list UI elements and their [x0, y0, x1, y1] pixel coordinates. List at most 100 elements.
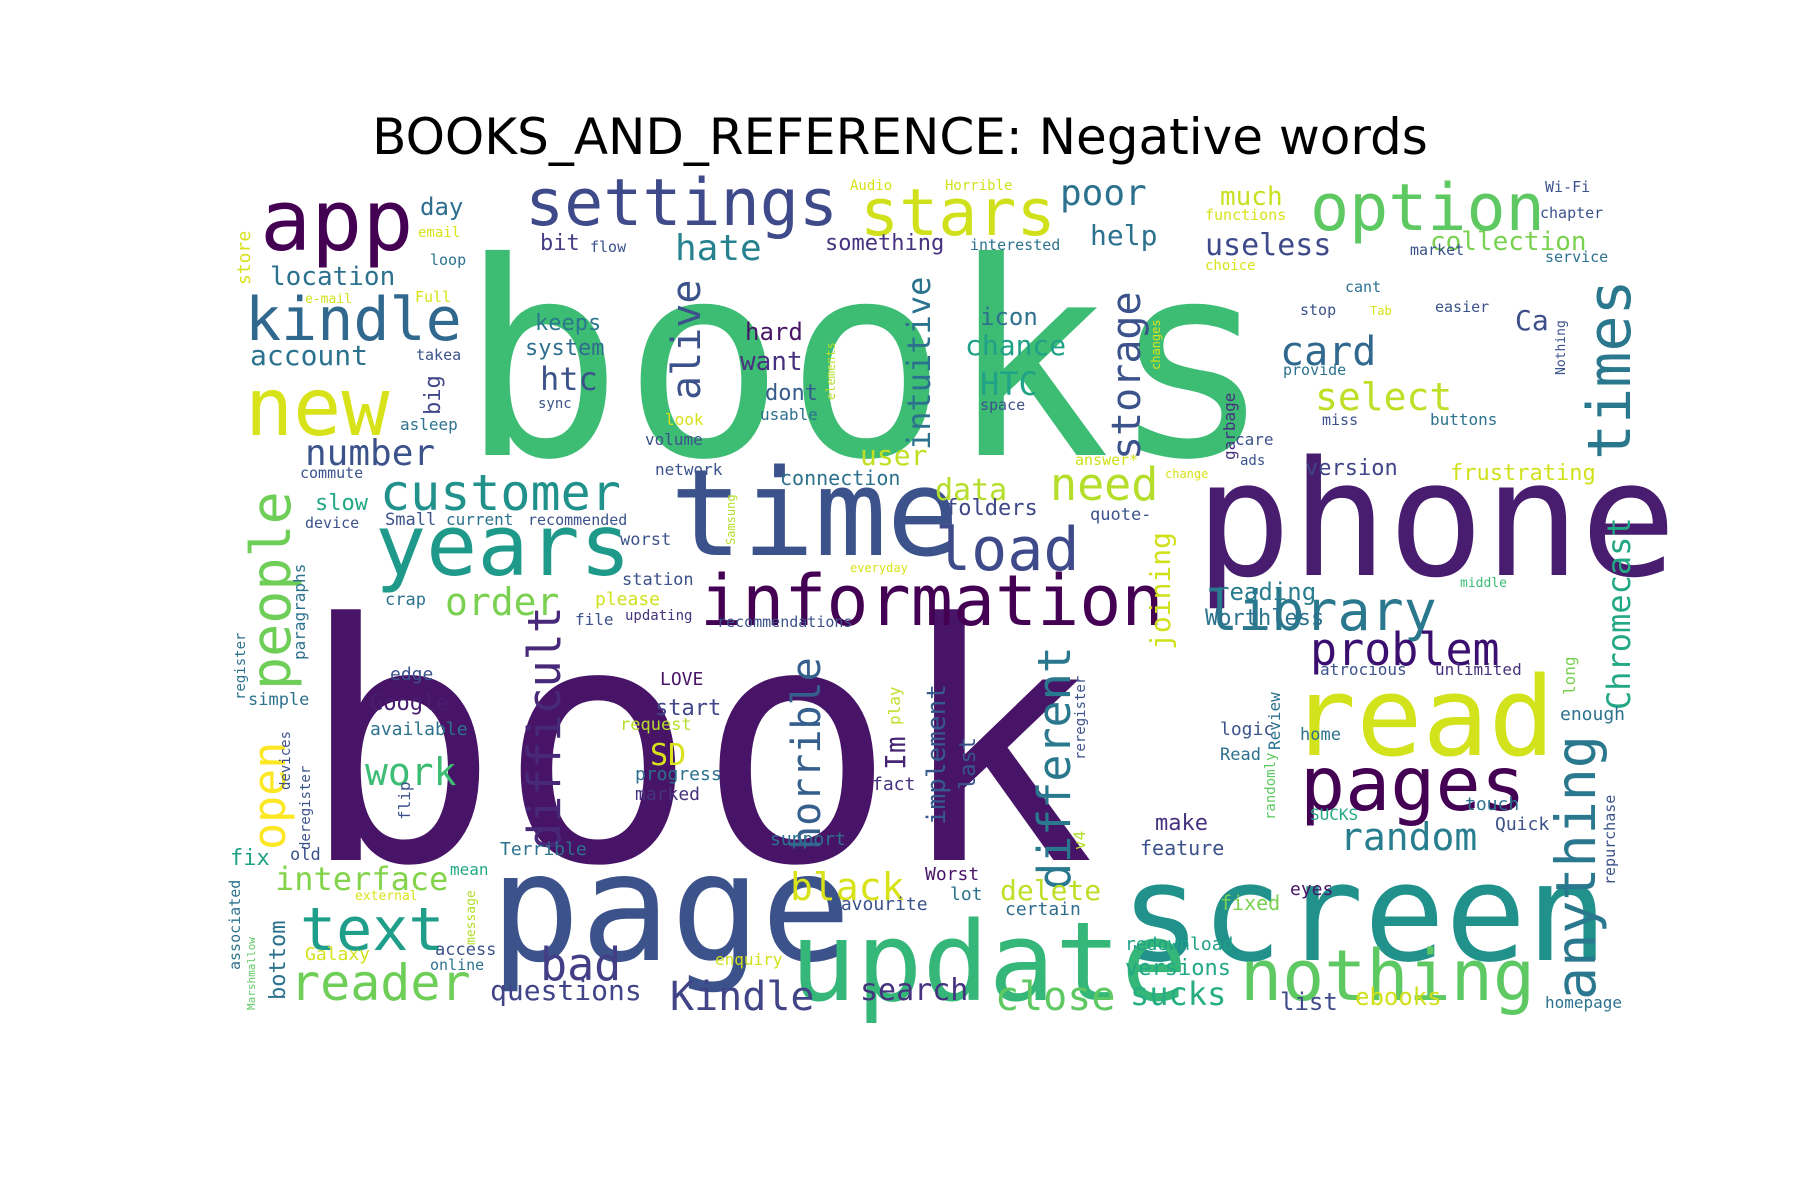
word-option: option [1310, 171, 1545, 246]
word-much: much [1220, 182, 1283, 212]
word-sync: sync [538, 396, 572, 412]
word-kindle: kindle [245, 285, 462, 355]
word-flow: flow [590, 238, 627, 256]
word-mean: mean [450, 860, 489, 879]
word-full: Full [415, 288, 451, 306]
word-sucks: SUCKS [1310, 805, 1358, 824]
word-folders: folders [945, 496, 1038, 521]
word-miss: miss [1322, 411, 1358, 429]
word-flip: flip [395, 781, 414, 820]
word-implement: implement [922, 684, 952, 825]
word-random: random [1340, 815, 1477, 859]
word-middle: middle [1460, 576, 1507, 591]
word-feature: feature [1140, 836, 1224, 860]
word-update: update [790, 898, 1187, 1026]
word-book: book [300, 554, 1095, 938]
word-volume: volume [645, 430, 703, 449]
word-versions: versions [1125, 956, 1231, 981]
word-data: data [935, 473, 1007, 508]
word-library: library [1205, 579, 1437, 643]
word-dont: dont [765, 381, 818, 406]
word-years: years [375, 497, 631, 596]
word-changes: changes [1149, 319, 1163, 370]
word-choice: choice [1205, 258, 1256, 274]
word-pages: pages [1300, 740, 1526, 828]
word-icon: icon [980, 303, 1038, 331]
word-page: page [490, 822, 851, 996]
word-buttons: buttons [1430, 410, 1497, 429]
word-repurchase: repurchase [1601, 795, 1619, 885]
word-text: text [300, 895, 445, 965]
word-new: new [245, 361, 390, 454]
word-problem: problem [1310, 623, 1500, 676]
word-keeps: keeps [535, 311, 601, 336]
word-books: books [460, 204, 1273, 519]
word-wi-fi: Wi-Fi [1545, 178, 1590, 196]
word-something: something [825, 231, 944, 256]
word-marshmallow: Marshmallow [245, 937, 258, 1010]
word-edge: edge [390, 664, 433, 685]
word-play: play [885, 686, 904, 725]
word-customer: customer [380, 464, 621, 522]
word-information: information [700, 560, 1164, 642]
word-worthless: Worthless [1205, 606, 1324, 631]
word-ebooks: ebooks [1355, 983, 1442, 1011]
word-want: want [740, 347, 803, 377]
word-location: location [270, 262, 395, 292]
word-poor: poor [1060, 173, 1147, 214]
word-card: card [1280, 329, 1376, 375]
word-station: station [622, 570, 694, 590]
word-alive: alive [664, 280, 710, 400]
word-access: access [435, 940, 496, 960]
word-redownload: redownload [1125, 934, 1233, 955]
word-enough: enough [1560, 704, 1625, 725]
word-small: Small [385, 510, 436, 530]
word-sd: SD [650, 738, 686, 773]
word-slow: slow [315, 491, 369, 516]
chart-title: BOOKS_AND_REFERENCE: Negative words [372, 108, 1428, 166]
word-please: please [595, 589, 660, 610]
word-system: system [525, 336, 604, 361]
word-nothing: Nothing [1554, 320, 1569, 375]
word-bad: bad [540, 938, 621, 991]
word-number: number [305, 433, 435, 474]
word-logic: logic [1220, 719, 1274, 740]
word-devices: devices [278, 731, 294, 790]
word-cant: cant [1345, 278, 1381, 296]
word-last: last [956, 737, 981, 790]
word-audio: Audio [850, 178, 892, 194]
word-everyday: everyday [850, 561, 908, 575]
word-store: store [234, 231, 255, 285]
word-help: help [1090, 219, 1157, 252]
word-device: device [305, 514, 359, 532]
word-paragraphs: paragraphs [290, 564, 309, 660]
word-commute: commute [300, 464, 363, 482]
word-make: make [1155, 811, 1208, 836]
word-ads: ads [1240, 453, 1265, 469]
word-day: day [420, 193, 463, 221]
word-care: care [1235, 430, 1274, 449]
word-bit: bit [540, 231, 580, 256]
word-deregister: deregister [298, 766, 314, 850]
word-enquiry: enquiry [715, 950, 783, 969]
word-im: Im [879, 736, 912, 770]
word-read: read [1290, 653, 1555, 781]
word-difficult: difficult [518, 606, 571, 850]
word-collection: collection [1430, 227, 1587, 257]
word-provide: provide [1283, 361, 1346, 379]
word-network: network [655, 460, 723, 479]
word-answer: answer* [1075, 451, 1138, 469]
word-hard: hard [745, 318, 803, 346]
word-stop: stop [1300, 301, 1336, 319]
word-sucks: sucks [1130, 975, 1226, 1013]
word-lot: lot [950, 884, 983, 905]
word-connection: connection [780, 466, 900, 490]
word-phone: phone [1195, 426, 1677, 613]
word-start: start [655, 696, 721, 721]
word-account: account [250, 339, 368, 372]
word-atrocious: atrocious [1320, 660, 1407, 679]
word-select: select [1315, 375, 1452, 419]
word-space: space [980, 396, 1025, 414]
word-tab: Tab [1370, 304, 1392, 318]
